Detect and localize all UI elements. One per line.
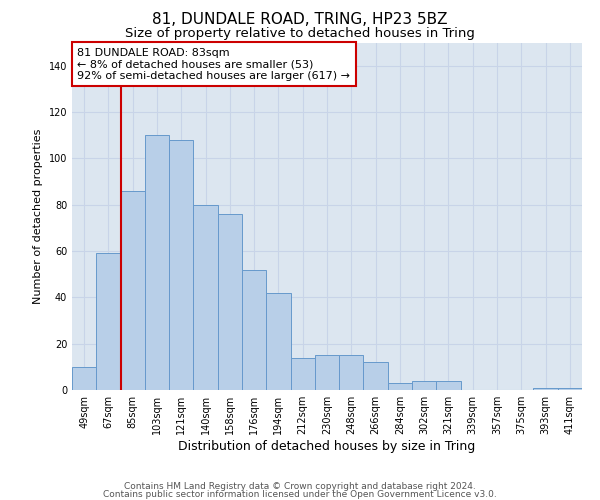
Y-axis label: Number of detached properties: Number of detached properties (33, 128, 43, 304)
Bar (315, 355, 339, 390)
Bar (218, 214, 242, 390)
Text: Size of property relative to detached houses in Tring: Size of property relative to detached ho… (125, 28, 475, 40)
Bar (169, 140, 193, 390)
Bar (436, 380, 461, 390)
Text: Contains HM Land Registry data © Crown copyright and database right 2024.: Contains HM Land Registry data © Crown c… (124, 482, 476, 491)
Bar (193, 204, 218, 390)
Text: Contains public sector information licensed under the Open Government Licence v3: Contains public sector information licen… (103, 490, 497, 499)
Bar (242, 270, 266, 390)
Text: 81 DUNDALE ROAD: 83sqm
← 8% of detached houses are smaller (53)
92% of semi-deta: 81 DUNDALE ROAD: 83sqm ← 8% of detached … (77, 48, 350, 81)
Bar (339, 355, 364, 390)
Bar (290, 358, 315, 390)
Bar (72, 367, 96, 390)
Bar (364, 362, 388, 390)
Bar (266, 292, 290, 390)
Text: 81, DUNDALE ROAD, TRING, HP23 5BZ: 81, DUNDALE ROAD, TRING, HP23 5BZ (152, 12, 448, 28)
Bar (533, 388, 558, 390)
Bar (96, 254, 121, 390)
X-axis label: Distribution of detached houses by size in Tring: Distribution of detached houses by size … (178, 440, 476, 453)
Bar (145, 135, 169, 390)
Bar (388, 383, 412, 390)
Bar (412, 380, 436, 390)
Bar (558, 388, 582, 390)
Bar (121, 191, 145, 390)
